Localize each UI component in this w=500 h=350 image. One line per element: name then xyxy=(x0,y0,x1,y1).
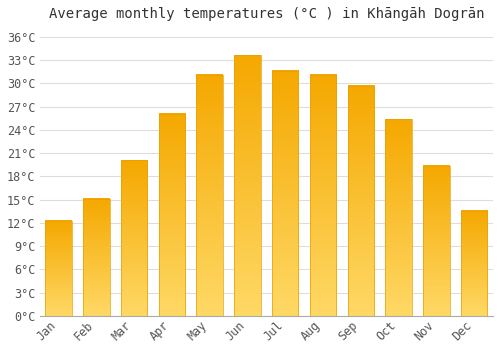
Bar xyxy=(348,86,374,316)
Bar xyxy=(461,210,487,316)
Bar xyxy=(158,114,185,316)
Bar xyxy=(46,220,72,316)
Bar xyxy=(386,119,412,316)
Bar xyxy=(196,75,223,316)
Bar xyxy=(121,160,148,316)
Title: Average monthly temperatures (°C ) in Khāngāh Dogrān: Average monthly temperatures (°C ) in Kh… xyxy=(48,7,484,21)
Bar xyxy=(83,199,110,316)
Bar xyxy=(272,71,298,316)
Bar xyxy=(423,166,450,316)
Bar xyxy=(234,55,260,316)
Bar xyxy=(310,75,336,316)
